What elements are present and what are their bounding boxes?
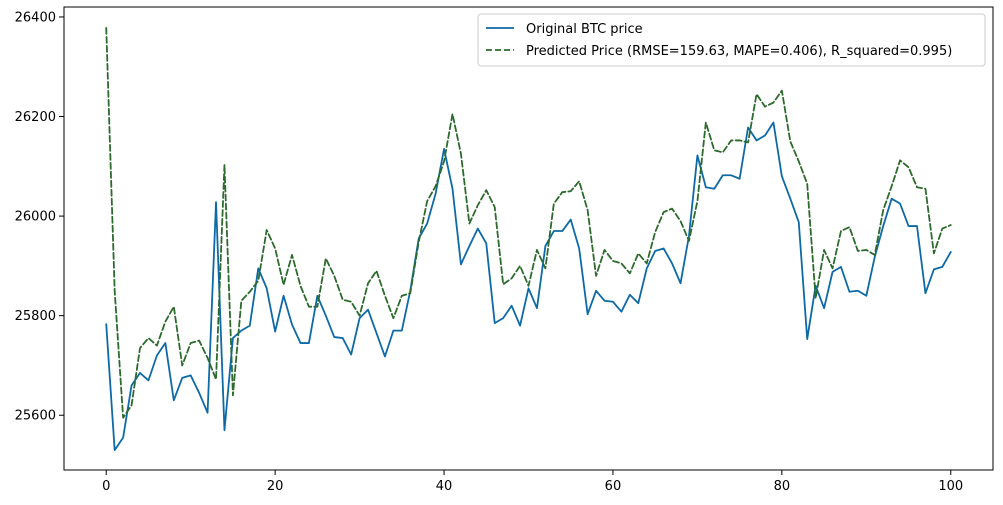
x-tick-label: 0 bbox=[102, 479, 110, 494]
plot-frame bbox=[63, 6, 994, 471]
x-tick-label: 40 bbox=[436, 479, 453, 494]
legend-box bbox=[477, 13, 986, 67]
series-line-original bbox=[105, 121, 952, 451]
y-tick-label: 26200 bbox=[15, 110, 56, 125]
x-tick-label: 20 bbox=[267, 479, 284, 494]
y-tick-label: 25600 bbox=[15, 409, 56, 424]
x-tick-label: 80 bbox=[774, 479, 791, 494]
y-tick-label: 26400 bbox=[15, 10, 56, 25]
y-tick-label: 25800 bbox=[15, 309, 56, 324]
legend-label-predicted: Predicted Price (RMSE=159.63, MAPE=0.406… bbox=[526, 44, 952, 59]
y-axis: 25600 25800 26000 26200 26400 bbox=[15, 10, 64, 424]
series-line-predicted bbox=[105, 27, 952, 419]
legend-label-original: Original BTC price bbox=[526, 22, 643, 37]
y-tick-label: 26000 bbox=[15, 210, 56, 225]
x-axis: 0 20 40 60 80 100 bbox=[102, 470, 963, 494]
series-layer bbox=[105, 27, 952, 451]
legend: Original BTC price Predicted Price (RMSE… bbox=[477, 13, 986, 67]
x-tick-label: 100 bbox=[938, 479, 963, 494]
x-tick-label: 60 bbox=[605, 479, 622, 494]
